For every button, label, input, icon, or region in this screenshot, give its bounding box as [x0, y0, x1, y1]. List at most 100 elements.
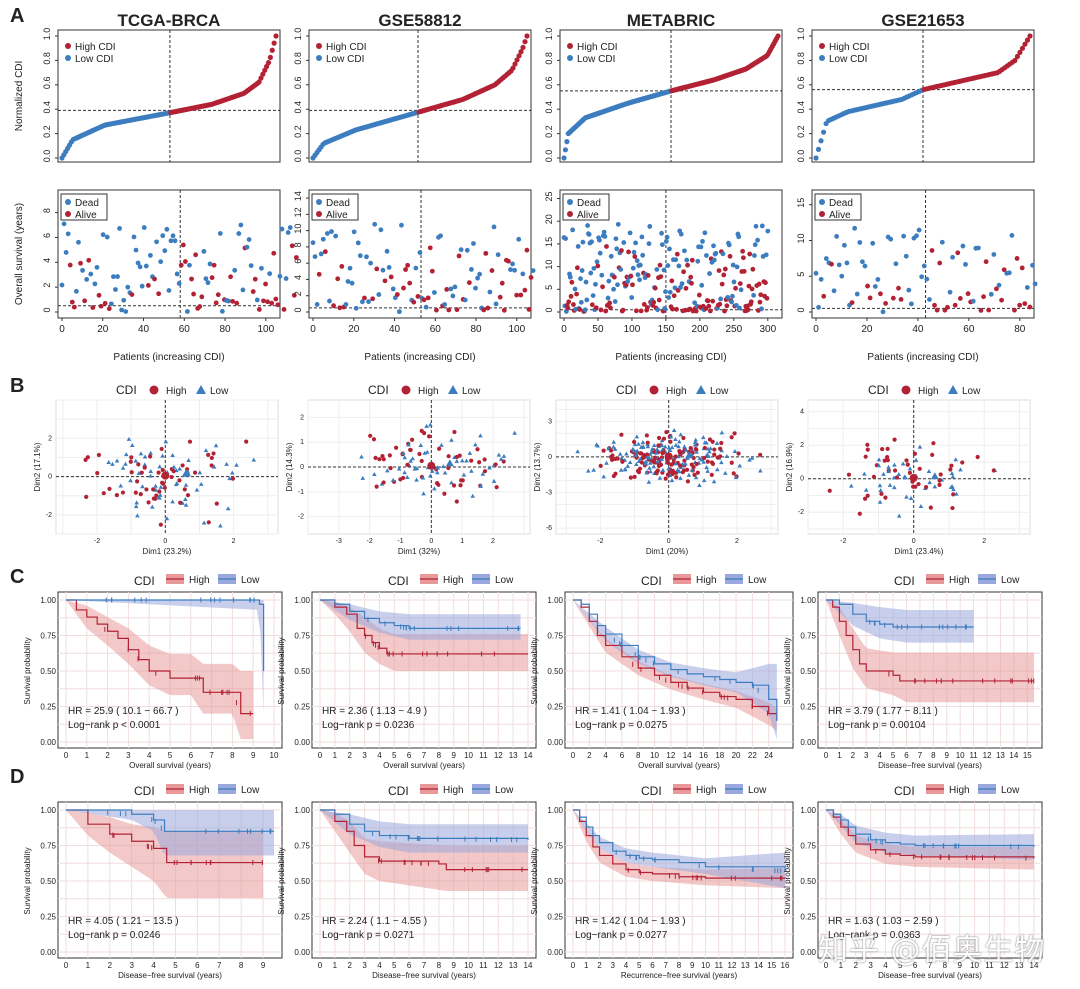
y-axis-label: Overall survival (years)	[14, 203, 25, 305]
pca-point-low	[646, 479, 652, 484]
survival-point	[524, 247, 530, 253]
y-tick-label: 0.00	[294, 948, 310, 957]
pca-point-low	[379, 481, 385, 486]
survival-point	[567, 274, 573, 280]
pca-point-low	[134, 500, 139, 505]
y-tick-label: 0.25	[800, 703, 816, 712]
pca-point-high	[669, 462, 674, 467]
pca-point-low	[174, 480, 180, 485]
survival-point	[1024, 285, 1030, 290]
survival-point	[626, 249, 631, 255]
survival-point	[593, 281, 598, 287]
pca-point-high	[729, 460, 734, 465]
pca-point-high	[670, 471, 675, 477]
survival-point	[1027, 304, 1033, 310]
pca-point-low	[642, 460, 648, 465]
column-title: GSE21653	[881, 11, 964, 30]
y-tick-label: 0.25	[294, 703, 310, 712]
survival-point	[631, 249, 637, 255]
y-axis-label: Dim2 (14.3%)	[285, 442, 294, 491]
pca-point-low	[949, 471, 955, 476]
y-tick-label: 0.25	[40, 913, 56, 922]
survival-point	[702, 230, 708, 236]
pca-point-high	[206, 520, 211, 525]
survival-point	[158, 259, 164, 265]
pca-point-high	[731, 471, 736, 476]
x-tick-label: 3	[362, 751, 367, 760]
pca-point-high	[695, 470, 700, 475]
survival-point	[331, 303, 336, 309]
survival-point	[859, 259, 865, 265]
pca-point-high	[138, 492, 143, 497]
x-tick-label: 6	[650, 961, 655, 970]
pca-point-low	[424, 423, 429, 428]
x-axis-label: Disease−free survival (years)	[372, 971, 476, 980]
legend-marker-low	[696, 385, 706, 394]
survival-point	[733, 285, 738, 291]
legend-marker	[819, 43, 825, 49]
survival-point	[932, 302, 937, 308]
survival-point	[654, 267, 660, 272]
pca-point-high	[892, 437, 897, 442]
survival-point	[78, 260, 83, 266]
survival-point	[187, 262, 192, 268]
survival-point	[508, 267, 513, 273]
survival-point	[661, 267, 667, 273]
survival-point	[489, 268, 495, 273]
pca-point-high	[598, 463, 603, 468]
survival-point	[156, 291, 162, 297]
d-km-panel-1: CDI High Low 0.00 0.25 0.50 0.75 1.00 0 1 2 3 4 5 6 7 8 9…	[23, 784, 283, 980]
pca-point-high	[381, 480, 386, 485]
x-tick-label: 12	[666, 751, 675, 760]
y-tick-label: 0.50	[40, 667, 56, 676]
x-tick-label: 7	[422, 961, 427, 970]
pca-point-high	[923, 485, 929, 490]
survival-point	[238, 222, 244, 228]
x-axis-label: Recurrence−free survival (years)	[621, 971, 738, 980]
y-axis-label: Dim2 (16.9%)	[785, 442, 794, 491]
pca-point-low	[647, 460, 653, 465]
pca-point-low	[197, 470, 203, 475]
legend-label: Alive	[326, 210, 348, 221]
survival-point	[193, 252, 199, 258]
x-tick-label: 7	[422, 751, 427, 760]
x-tick-label: 0	[561, 324, 567, 335]
survival-point	[747, 251, 753, 257]
pca-point-low	[624, 451, 629, 456]
pca-point-low	[886, 464, 891, 469]
pca-point-high	[948, 467, 953, 472]
pca-point-high	[907, 470, 912, 475]
survival-point	[1030, 262, 1035, 268]
legend-label: Low	[241, 575, 260, 586]
pca-point-low	[707, 449, 712, 454]
hr-annotation: HR = 4.05 ( 1.21 − 13.5 )	[68, 916, 179, 927]
x-tick-label: 14	[1009, 751, 1018, 760]
x-tick-label: 8	[636, 751, 641, 760]
survival-point	[659, 242, 665, 248]
x-tick-label: 3	[362, 961, 367, 970]
x-tick-label: 10	[464, 961, 473, 970]
pca-point-low	[704, 440, 709, 445]
survival-point	[647, 224, 653, 229]
y-tick-label: 10	[544, 260, 554, 270]
cdi-panel-1: TCGA-BRCA 0.0 0.2 0.4 0.6 0.8 1.0 Normalized CD…	[14, 11, 281, 163]
pca-point-low	[917, 444, 923, 449]
survival-point	[589, 302, 595, 308]
survival-point	[651, 299, 657, 305]
survival-point	[699, 282, 705, 288]
pca-point-low	[478, 433, 483, 438]
pca-point-low	[705, 468, 710, 473]
x-axis-label: Dim1 (20%)	[646, 547, 689, 556]
km-curve-low	[826, 809, 1035, 847]
survival-point	[473, 285, 478, 291]
x-tick-label: 0	[64, 751, 69, 760]
survival-point	[733, 302, 739, 308]
survival-point	[829, 261, 834, 267]
survival-point	[310, 240, 316, 246]
pca-point-low	[659, 438, 665, 443]
pca-point-low	[148, 473, 153, 478]
survival-point	[981, 294, 986, 300]
survival-point	[569, 279, 575, 285]
survival-point	[634, 258, 640, 264]
